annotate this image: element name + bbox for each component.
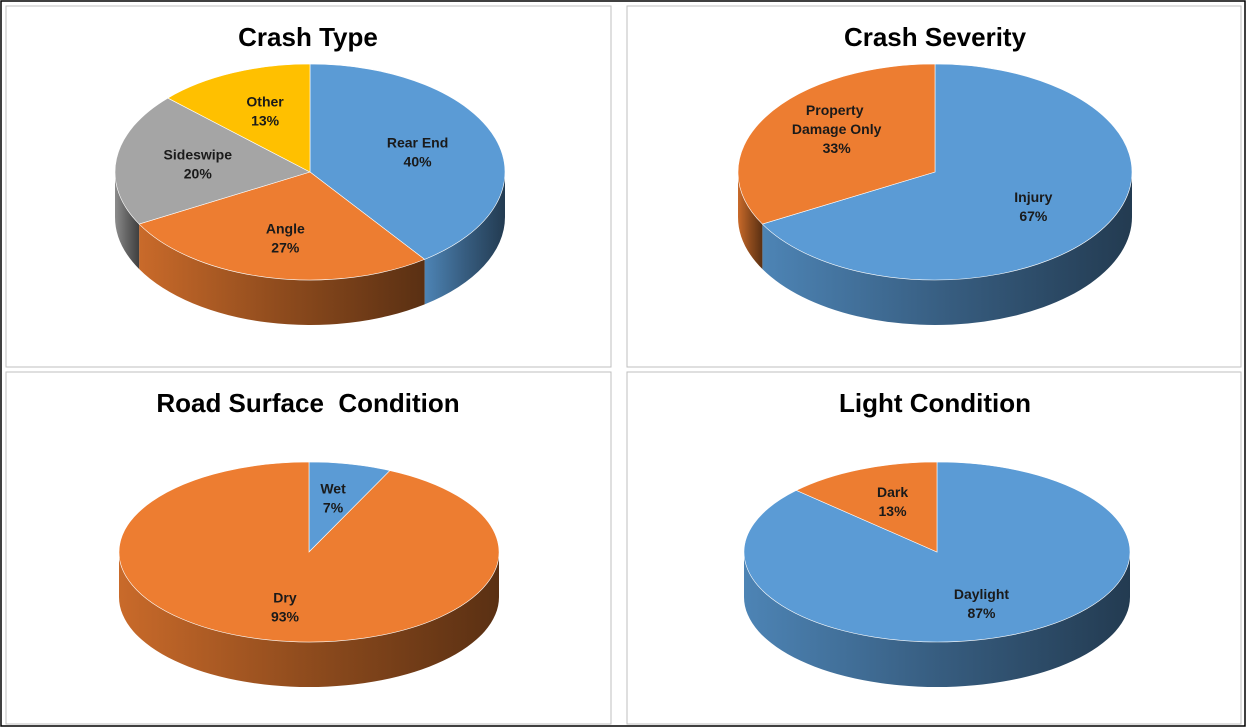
data-label-name: Wet — [320, 481, 346, 497]
data-label-name: Dark — [877, 484, 908, 500]
data-label-value: 87% — [967, 605, 996, 621]
pie-labels: Daylight 87% Dark 13% — [877, 484, 1009, 621]
pie-slice — [138, 171, 426, 281]
pie-sides — [738, 172, 1132, 326]
pie-tops — [743, 461, 1131, 643]
data-label-name: Angle — [266, 220, 305, 236]
pie-labels: Injury 67% Property Damage Only 33% — [792, 102, 1053, 224]
chart-title: Road Surface Condition — [156, 388, 459, 418]
pie-slice — [167, 63, 311, 173]
data-label-value: 13% — [879, 503, 908, 519]
pie-slice-side — [139, 224, 425, 326]
pie-slice — [761, 63, 1133, 281]
pie-slice-side — [119, 552, 499, 687]
pie-slice-side — [744, 552, 1130, 687]
chart-title: Light Condition — [839, 388, 1031, 418]
data-label-value: 7% — [323, 500, 344, 516]
pie-slice — [795, 461, 938, 553]
data-label-value: 27% — [271, 239, 300, 255]
data-label-value: 40% — [404, 153, 433, 169]
pie-slice-side — [115, 172, 140, 270]
chart-title: Crash Severity — [844, 22, 1027, 52]
pie-labels: Rear End 40% Angle 27% Sideswipe 20% Other 13% — [164, 94, 449, 256]
pie-slice — [737, 63, 936, 225]
data-label-name: Property Damage Only — [792, 102, 882, 137]
pie-slice — [309, 63, 506, 260]
data-label-name: Sideswipe — [164, 147, 233, 163]
data-label-value: 20% — [184, 166, 213, 182]
data-label-name: Injury — [1014, 189, 1052, 205]
data-label-name: Other — [246, 94, 284, 110]
pie-labels: Wet 7% Dry 93% — [271, 481, 346, 625]
data-label-value: 93% — [271, 608, 300, 624]
data-label-name: Daylight — [954, 586, 1010, 602]
pie-tops — [118, 461, 500, 643]
pie-sides — [744, 552, 1130, 687]
pie-sides — [119, 552, 499, 687]
pie-slice-side — [762, 172, 1132, 326]
pie-tops — [737, 63, 1133, 281]
pie-slice — [114, 97, 311, 225]
data-label-name: Dry — [273, 589, 297, 605]
data-label-value: 33% — [823, 140, 852, 156]
data-label-value: 13% — [251, 113, 280, 129]
data-label-name: Rear End — [387, 134, 448, 150]
chart-title: Crash Type — [238, 22, 378, 52]
data-label-value: 67% — [1019, 208, 1048, 224]
pie-slice — [118, 461, 500, 643]
pie-tops — [114, 63, 506, 281]
pie-slice-side — [738, 172, 763, 270]
